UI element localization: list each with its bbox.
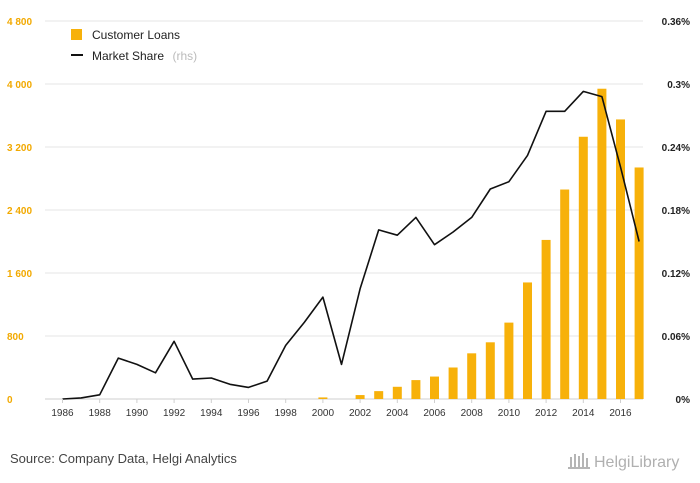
right-tick-label: 0.18% [662,206,690,217]
bar-customer-loans-2014 [578,136,588,399]
right-tick-label: 0.24% [662,143,690,154]
legend: Customer Loans Market Share (rhs) [71,28,197,64]
helgi-library-logo: HelgiLibrary [568,453,679,471]
x-tick-label: 2000 [312,408,335,419]
x-tick-label: 1992 [163,408,186,419]
x-tick-label: 2014 [572,408,595,419]
legend-swatch-customer-loans [71,29,82,40]
x-tick-label: 2008 [461,408,484,419]
x-tick-label: 1990 [126,408,149,419]
left-tick-label: 1 600 [7,269,32,280]
left-tick-label: 3 200 [7,143,32,154]
right-axis-ticks: 0% 0.06% 0.12% 0.18% 0.24% 0.3% 0.36% [662,17,690,406]
right-tick-label: 0.12% [662,269,690,280]
right-tick-label: 0.06% [662,332,690,343]
bar-customer-loans-2008 [467,353,477,399]
x-tick-label: 2004 [386,408,409,419]
bar-customer-loans-2016 [616,119,625,399]
left-tick-label: 2 400 [7,206,32,217]
left-axis-ticks: 0 800 1 600 2 400 3 200 4 000 4 800 [7,17,32,406]
bar-customer-loans-2010 [504,322,514,399]
right-tick-label: 0% [676,395,691,406]
market-share-line-group [62,90,640,400]
library-icon [568,453,590,469]
left-tick-label: 4 000 [7,80,32,91]
x-tick-label: 1994 [200,408,223,419]
bar-customer-loans-2013 [560,189,570,399]
x-tick-label: 1996 [237,408,260,419]
left-tick-label: 0 [7,395,13,406]
bar-customer-loans-2015 [597,88,607,399]
bar-customer-loans-2004 [392,386,402,399]
legend-label-market-share-suffix: (rhs) [172,49,197,63]
bar-customer-loans-2006 [430,376,439,399]
x-tick-label: 2012 [535,408,558,419]
bar-customer-loans-2011 [523,282,532,399]
bar-customer-loans-2002 [355,395,365,399]
bar-customer-loans-2009 [485,342,495,399]
x-tick-label: 2016 [609,408,632,419]
market-share-line [62,90,640,400]
x-tick-label: 1998 [275,408,298,419]
logo-text: HelgiLibrary [594,454,679,471]
x-tick-label: 2002 [349,408,372,419]
right-tick-label: 0.36% [662,17,690,28]
bar-customer-loans-2007 [448,367,458,399]
left-tick-label: 4 800 [7,17,32,28]
x-tick-label: 1986 [51,408,74,419]
legend-label-market-share: Market Share (rhs) [92,47,197,64]
source-note: Source: Company Data, Helgi Analytics [10,451,237,466]
x-axis-ticks: 1986 1988 1990 1992 1994 1996 1998 2000 2002 2004… [51,399,632,419]
bar-customer-loans-2000 [318,397,328,399]
right-tick-label: 0.3% [667,80,690,91]
bar-customer-loans-2017 [634,167,644,399]
legend-label-customer-loans: Customer Loans [92,28,180,42]
bar-customer-loans-2003 [374,391,384,399]
grid [45,20,643,400]
legend-label-market-share-name: Market Share [92,49,164,63]
x-tick-label: 1988 [89,408,112,419]
bar-customer-loans-2012 [541,239,551,399]
bar-customer-loans-2005 [411,380,421,399]
customer-loans-bars [318,88,644,399]
x-tick-label: 2006 [423,408,446,419]
x-tick-label: 2010 [498,408,521,419]
left-tick-label: 800 [7,332,24,343]
